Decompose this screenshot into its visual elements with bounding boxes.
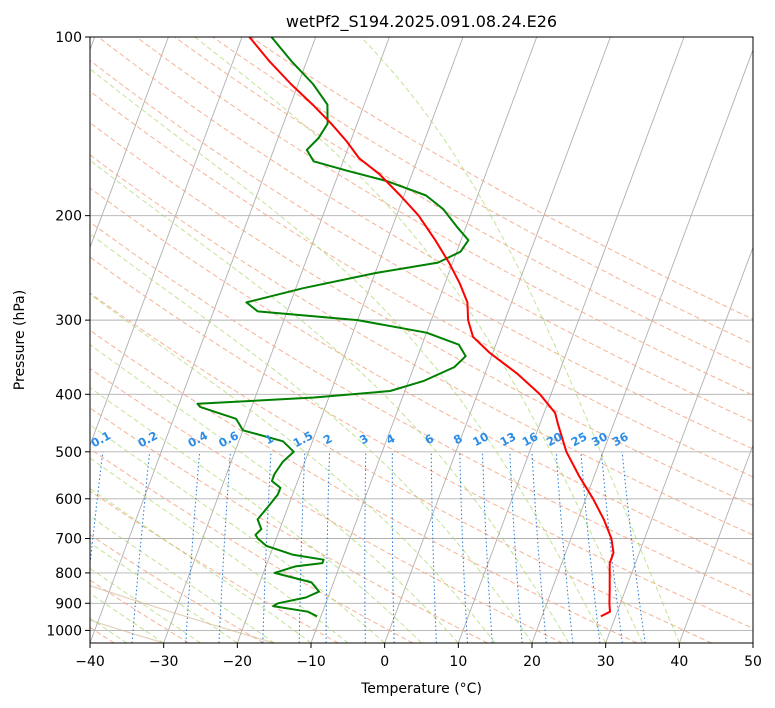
dry-adiabat-line [174,37,753,370]
mixing-ratio-line [531,451,547,643]
y-tick-label: 700 [55,532,82,548]
isotherm-line [531,48,753,643]
curved-guide-line [90,584,275,643]
y-tick-label: 600 [55,492,82,508]
isotherm-line [90,37,169,249]
moist-adiabat-line [90,159,570,643]
mixing-ratio-line [218,451,231,643]
mixing-ratio-label: 10 [470,429,491,449]
dry-adiabat-line [90,256,753,629]
dry-adiabat-line [90,329,638,643]
x-tick-label: 50 [744,654,762,670]
dry-adiabat-line [90,90,753,478]
x-tick-label: 40 [670,654,688,670]
dry-adiabat-line [212,37,753,345]
moist-adiabat-line [90,68,607,643]
isotherm-line [457,37,685,643]
moist-adiabat-line [360,37,680,643]
mixing-ratio-line [600,451,623,643]
dry-adiabat-line [90,534,264,643]
temperature-profile [248,37,615,618]
y-tick-label: 300 [55,313,82,329]
x-tick-label: −10 [296,654,326,670]
isotherm-line [605,246,753,643]
mixing-ratio-line [580,451,601,643]
isotherm-line [236,37,464,643]
dry-adiabat-line [90,407,488,643]
mixing-ratio-line [459,451,468,643]
chart-title: wetPf2_S194.2025.091.08.24.E26 [286,12,557,32]
dry-adiabat-line [90,59,753,450]
isotherm-line [90,37,243,447]
x-tick-label: 10 [449,654,467,670]
dry-adiabat-line [90,122,753,507]
dewpoint-profile [196,37,470,618]
axes: 0.1 0.2 0.4 0.6 1 1.5 2 3 4 6 8 10 13 16 20 25 30 36−40 −3… [46,30,762,670]
dry-adiabat-line [90,292,712,643]
dry-adiabat-line [90,187,753,566]
moist-adiabat-line [90,424,386,643]
dry-adiabat-line [90,221,753,597]
mixing-ratio-line [90,451,104,569]
moist-adiabat-line [90,344,459,643]
mixing-ratio-label: 16 [520,429,541,449]
y-tick-label: 200 [55,209,82,225]
mixing-ratio-label: 13 [498,429,519,449]
y-tick-label: 100 [55,30,82,46]
x-tick-label: 0 [380,654,389,670]
moist-adiabat-line [90,233,533,643]
mixing-ratio-label: 20 [544,429,565,449]
mixing-ratio-label: 30 [589,429,610,449]
plot-area [90,37,753,643]
mixing-ratio-line [555,451,574,643]
mixing-ratio-line [185,451,201,643]
y-tick-label: 1000 [46,623,82,639]
y-tick-label: 400 [55,387,82,403]
mixing-ratio-line [262,451,272,643]
mixing-ratio-label: 36 [610,429,631,449]
moist-adiabat-line [90,542,238,643]
moist-adiabat-line [194,37,643,643]
moist-adiabat-line [90,592,164,643]
x-tick-label: −20 [223,654,253,670]
isotherm-line [678,443,753,643]
y-tick-label: 900 [55,596,82,612]
plot-frame [89,36,754,644]
x-tick-label: 30 [597,654,615,670]
mixing-ratio-line [131,451,151,643]
x-axis-label: Temperature (°C) [360,681,482,697]
mixing-ratio-line [621,451,646,643]
mixing-ratio-line [509,451,523,643]
dry-adiabat-line [250,37,753,320]
x-tick-label: −30 [149,654,179,670]
x-tick-label: 20 [523,654,541,670]
y-tick-label: 800 [55,566,82,582]
y-tick-label: 500 [55,445,82,461]
mixing-ratio-line [482,451,493,643]
mixing-ratio-label: 25 [569,429,590,449]
moist-adiabat-line [90,515,275,643]
x-tick-label: −40 [75,654,105,670]
y-axis-label: Pressure (hPa) [12,290,28,390]
isotherm-line [384,37,611,643]
isotherm-line [163,37,390,643]
